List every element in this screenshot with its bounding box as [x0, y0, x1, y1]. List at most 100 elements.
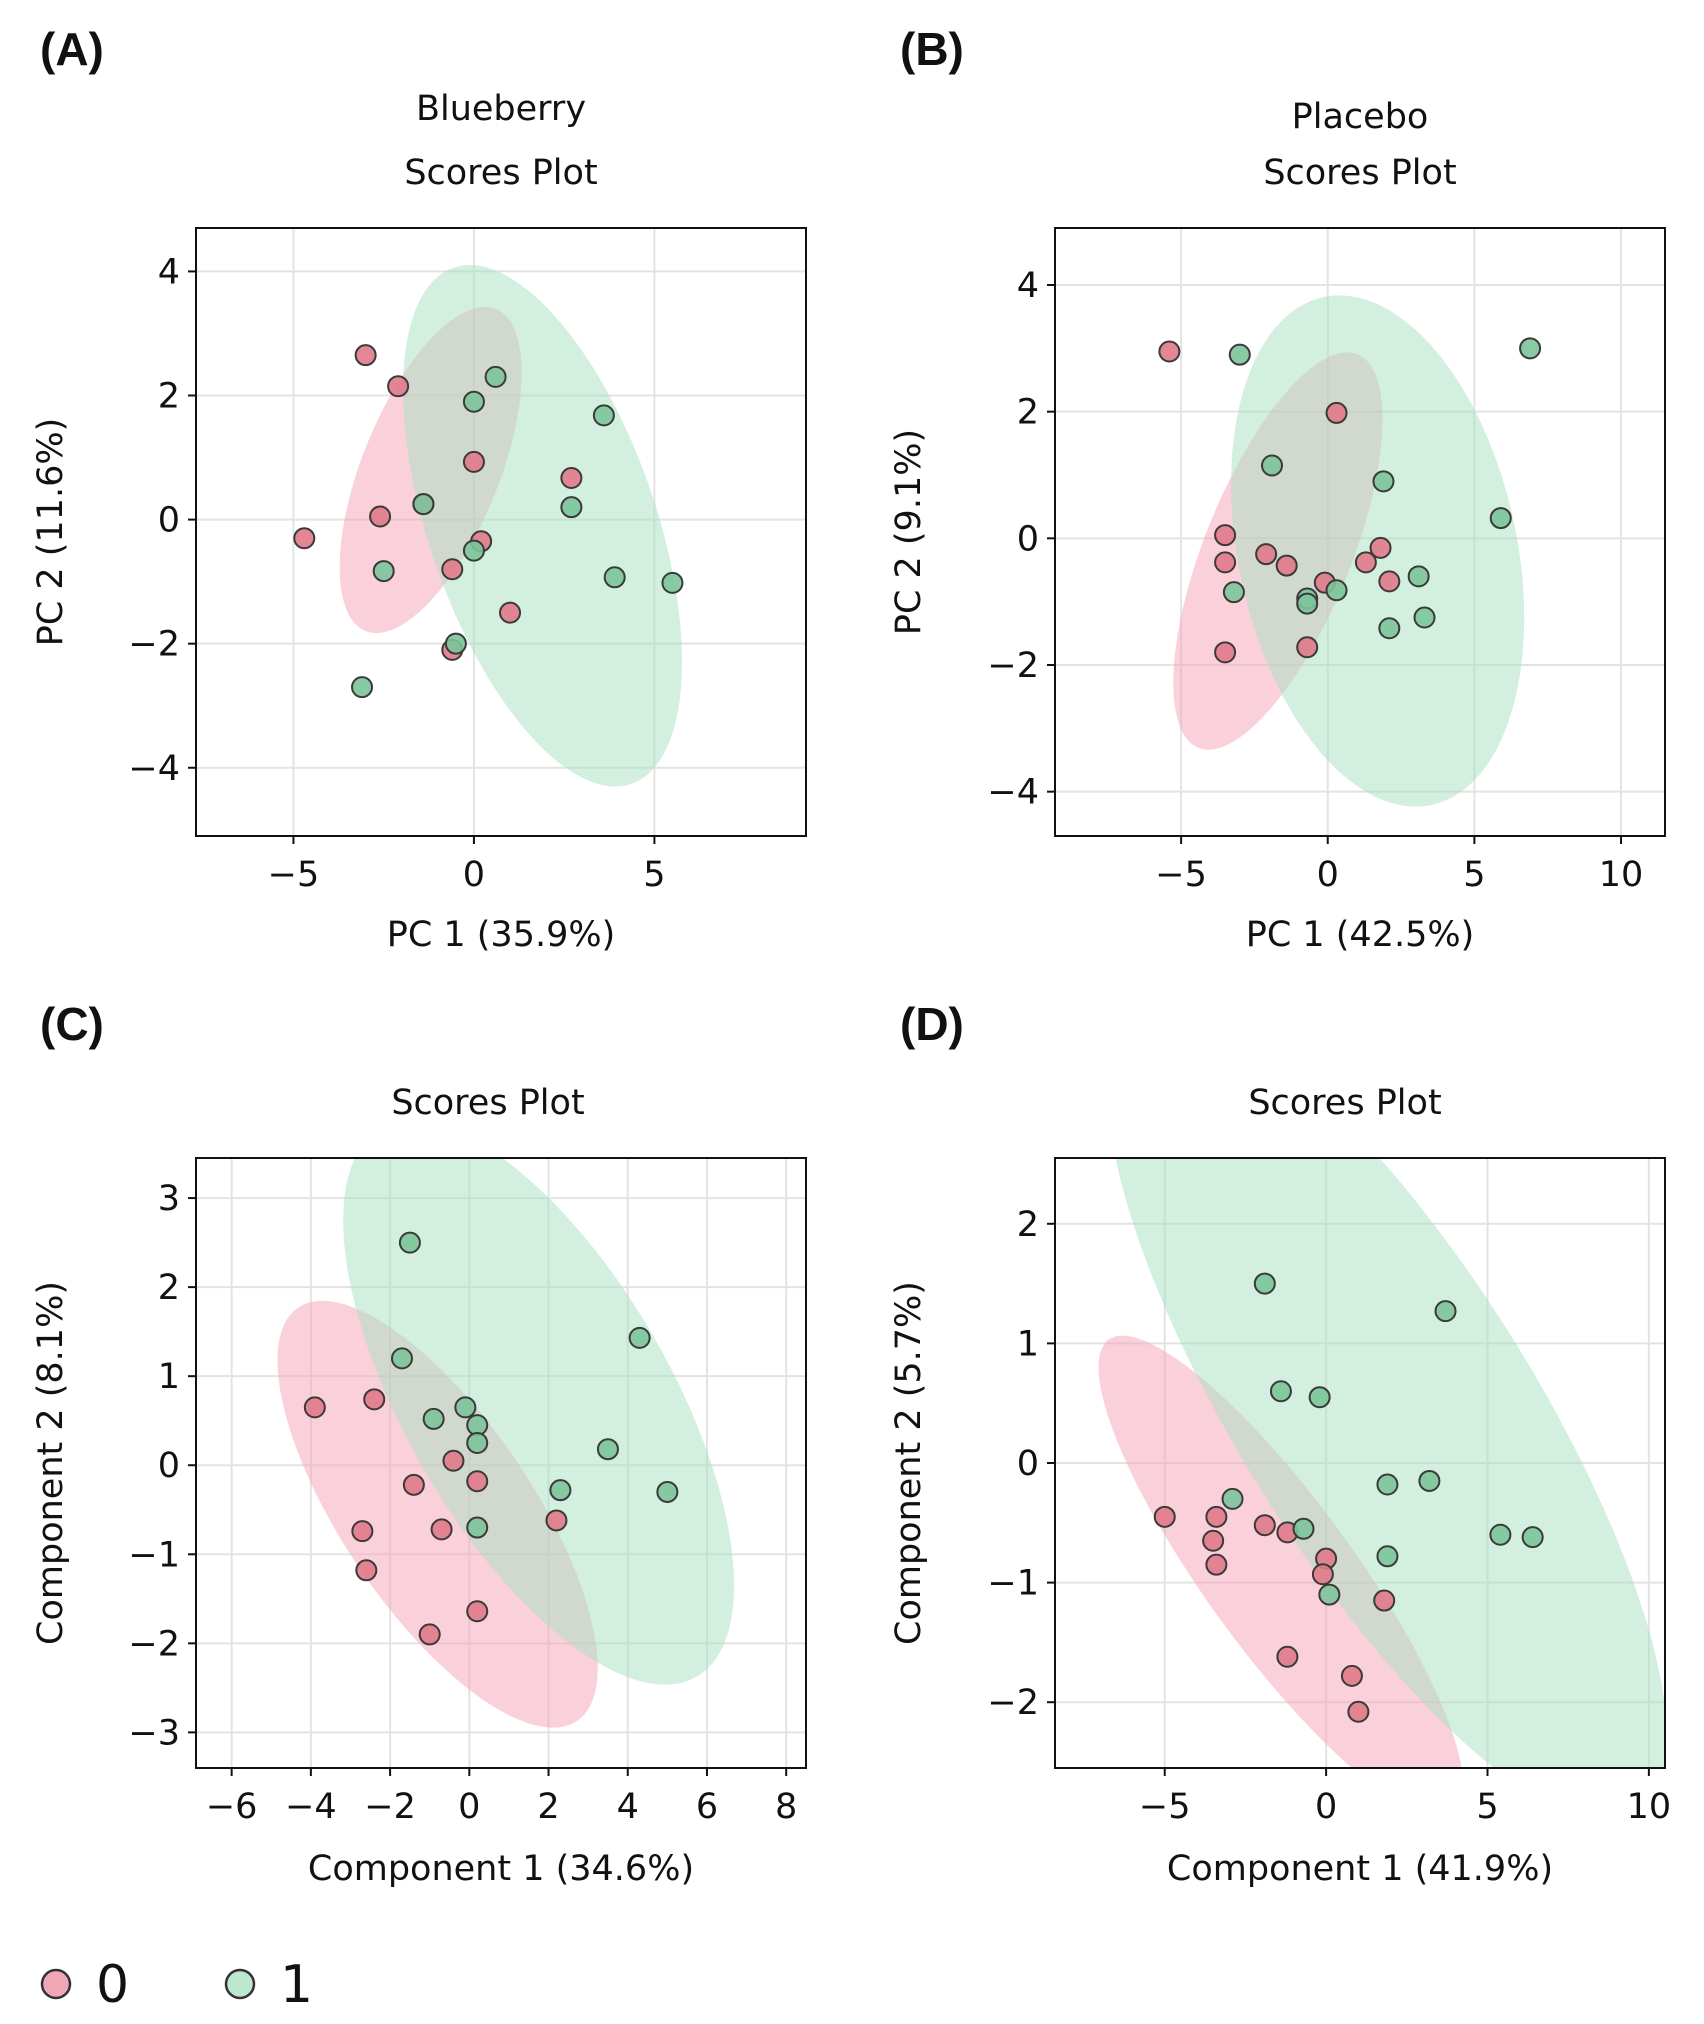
point-group-0 [1276, 1645, 1299, 1668]
panel-b: (B) Placebo Scores Plot −5 0 5 10 −4 −2 0 2 4 PC 1 (… [889, 23, 1666, 955]
point-group-1 [1376, 1473, 1399, 1496]
point-group-1 [1418, 1469, 1441, 1492]
y-tick-label: −3 [128, 1713, 180, 1753]
y-tick-label: −2 [128, 625, 180, 665]
x-tick-label: 5 [1476, 1787, 1498, 1827]
x-tick-label: 0 [1317, 855, 1339, 895]
point-group-1 [466, 1431, 489, 1454]
y-axis-label: PC 2 (9.1%) [889, 429, 929, 635]
panel-label: (D) [900, 998, 964, 1050]
point-group-0 [369, 505, 392, 528]
point-group-1 [351, 676, 374, 699]
y-tick-label: −2 [128, 1624, 180, 1664]
x-tick-label: 10 [1599, 855, 1644, 895]
point-group-1 [1261, 454, 1284, 477]
y-tick-label: −1 [987, 1564, 1039, 1604]
x-tick-label: 10 [1627, 1787, 1672, 1827]
ellipses [339, 265, 682, 787]
point-group-0 [387, 375, 410, 398]
ellipse-group-0 [277, 1300, 598, 1728]
x-tick-label: 0 [458, 1787, 480, 1827]
point-group-1 [560, 496, 583, 519]
plot-frame [195, 1157, 807, 1769]
point-group-0 [442, 1449, 465, 1472]
point-group-0 [418, 1623, 441, 1646]
points [293, 344, 684, 699]
point-group-0 [1202, 1529, 1225, 1552]
chart-title-line: Scores Plot [391, 1083, 584, 1123]
point-group-0 [560, 467, 583, 490]
point-group-0 [430, 1518, 453, 1541]
point-group-0 [545, 1509, 568, 1532]
point-group-1 [462, 539, 485, 562]
point-group-1 [661, 571, 684, 594]
point-group-1 [444, 632, 467, 655]
point-group-1 [454, 1396, 477, 1419]
ellipses [277, 1158, 735, 1728]
point-group-0 [1311, 1563, 1334, 1586]
point-group-0 [1214, 641, 1237, 664]
ellipses [1173, 295, 1525, 807]
y-tick-label: 0 [1017, 519, 1039, 559]
y-tick-label: 1 [1017, 1324, 1039, 1364]
y-tick-label: −4 [128, 749, 180, 789]
point-group-1 [422, 1407, 445, 1430]
point-group-1 [1378, 617, 1401, 640]
x-tick-label: 2 [537, 1787, 559, 1827]
x-tick-label: −5 [1139, 1787, 1191, 1827]
point-group-1 [462, 390, 485, 413]
x-axis-label: PC 1 (42.5%) [1246, 915, 1475, 955]
x-tick-label: 0 [463, 855, 485, 895]
point-group-0 [402, 1473, 425, 1496]
y-tick-label: 4 [1017, 266, 1039, 306]
panel-label: (A) [40, 23, 104, 75]
legend-item-1: 1 [224, 1955, 313, 2015]
x-axis-label: Component 1 (41.9%) [1167, 1849, 1553, 1889]
point-group-0 [1275, 554, 1298, 577]
legend-item-0: 0 [40, 1955, 129, 2015]
point-group-1 [1269, 1380, 1292, 1403]
point-group-1 [1489, 1523, 1512, 1546]
point-group-0 [303, 1396, 326, 1419]
point-group-1 [596, 1438, 619, 1461]
y-tick-label: 4 [158, 252, 180, 292]
point-group-0 [499, 601, 522, 624]
plot-frame [195, 227, 807, 837]
x-tick-label: 5 [1463, 855, 1485, 895]
point-group-0 [1340, 1664, 1363, 1687]
y-tick-label: 2 [1017, 1205, 1039, 1245]
y-tick-label: 2 [158, 1268, 180, 1308]
points [303, 1231, 679, 1646]
point-group-1 [1222, 581, 1245, 604]
x-tick-label: 6 [696, 1787, 718, 1827]
point-group-0 [1205, 1553, 1228, 1576]
point-group-1 [1489, 507, 1512, 530]
point-group-1 [1308, 1386, 1331, 1409]
y-tick-label: 2 [158, 377, 180, 417]
point-group-0 [363, 1388, 386, 1411]
x-tick-label: 0 [1315, 1787, 1337, 1827]
legend-marker-icon [224, 1968, 256, 2000]
point-group-1 [603, 566, 626, 589]
point-group-1 [549, 1479, 572, 1502]
legend-label: 1 [280, 1955, 313, 2015]
legend-marker-icon [40, 1968, 72, 2000]
y-tick-label: 0 [1017, 1444, 1039, 1484]
plot-frame [1054, 227, 1666, 837]
chart-title-line: Blueberry [416, 89, 586, 129]
point-group-1 [390, 1347, 413, 1370]
point-group-0 [354, 344, 377, 367]
point-group-0 [1153, 1505, 1176, 1528]
chart-title-line: Scores Plot [1248, 1083, 1441, 1123]
point-group-1 [592, 404, 615, 427]
x-tick-label: −6 [206, 1787, 258, 1827]
point-group-0 [1255, 543, 1278, 566]
point-group-1 [1325, 579, 1348, 602]
y-tick-label: −2 [987, 646, 1039, 686]
point-group-1 [484, 365, 507, 388]
point-group-1 [398, 1231, 421, 1254]
y-tick-label: −4 [987, 773, 1039, 813]
y-tick-label: 2 [1017, 393, 1039, 433]
